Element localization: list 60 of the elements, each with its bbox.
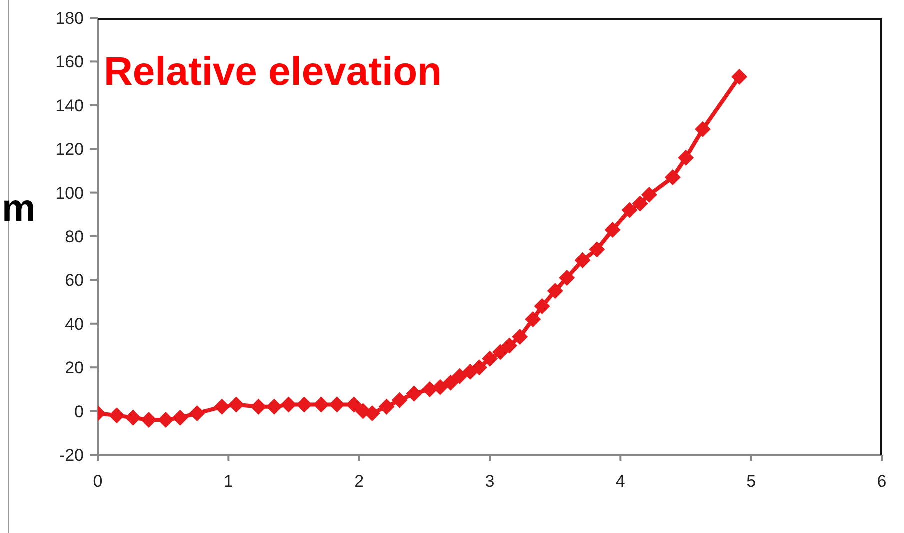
y-tick-label: 40 <box>65 314 84 334</box>
y-axis-title: m <box>2 188 36 231</box>
point <box>432 379 448 396</box>
point <box>502 338 518 354</box>
point <box>492 344 508 360</box>
point <box>214 398 230 415</box>
point <box>547 283 564 300</box>
y-tick-label: 20 <box>65 358 84 378</box>
point <box>346 396 362 413</box>
point <box>442 374 459 391</box>
point <box>604 222 621 238</box>
point <box>641 186 658 203</box>
point <box>472 360 488 376</box>
point <box>574 252 591 269</box>
x-tick-label: 4 <box>616 472 626 492</box>
x-tick-label: 2 <box>354 472 364 492</box>
point <box>694 121 711 138</box>
point <box>534 298 550 314</box>
text: Relative elevation <box>104 50 442 95</box>
point <box>392 392 408 408</box>
point <box>664 170 681 186</box>
point <box>172 410 188 426</box>
point <box>422 381 438 398</box>
x-tick-label: 1 <box>224 472 234 492</box>
point <box>189 405 206 422</box>
x-tick-label: 6 <box>877 472 887 492</box>
point <box>632 196 648 212</box>
x-tick-label: 5 <box>746 472 756 492</box>
y-tick-label: 60 <box>65 271 84 290</box>
point <box>228 396 245 413</box>
y-tick-label: 80 <box>65 228 84 247</box>
point <box>140 412 157 428</box>
point <box>296 396 312 413</box>
point <box>452 368 468 384</box>
point <box>482 350 498 367</box>
point <box>329 396 346 413</box>
point <box>266 398 282 415</box>
point <box>313 396 330 413</box>
point <box>512 329 528 346</box>
point <box>559 270 576 286</box>
point <box>250 398 267 415</box>
point <box>406 386 422 402</box>
y-tick-label: 140 <box>56 96 84 116</box>
y-tick-label: 160 <box>56 52 84 72</box>
point <box>589 242 606 258</box>
y-tick-label: 180 <box>56 9 84 28</box>
point <box>125 410 142 426</box>
point <box>678 150 694 166</box>
y-tick-label: -20 <box>59 446 84 466</box>
y-tick-label: 100 <box>56 184 84 203</box>
x-tick-label: 0 <box>93 472 103 492</box>
point <box>525 312 542 328</box>
point <box>732 68 748 85</box>
x-tick-label: 3 <box>485 472 495 492</box>
point <box>622 202 638 218</box>
point <box>108 408 125 424</box>
point <box>378 398 395 415</box>
y-tick-label: 0 <box>74 402 84 422</box>
point <box>280 396 297 413</box>
y-tick-label: 120 <box>56 140 84 160</box>
